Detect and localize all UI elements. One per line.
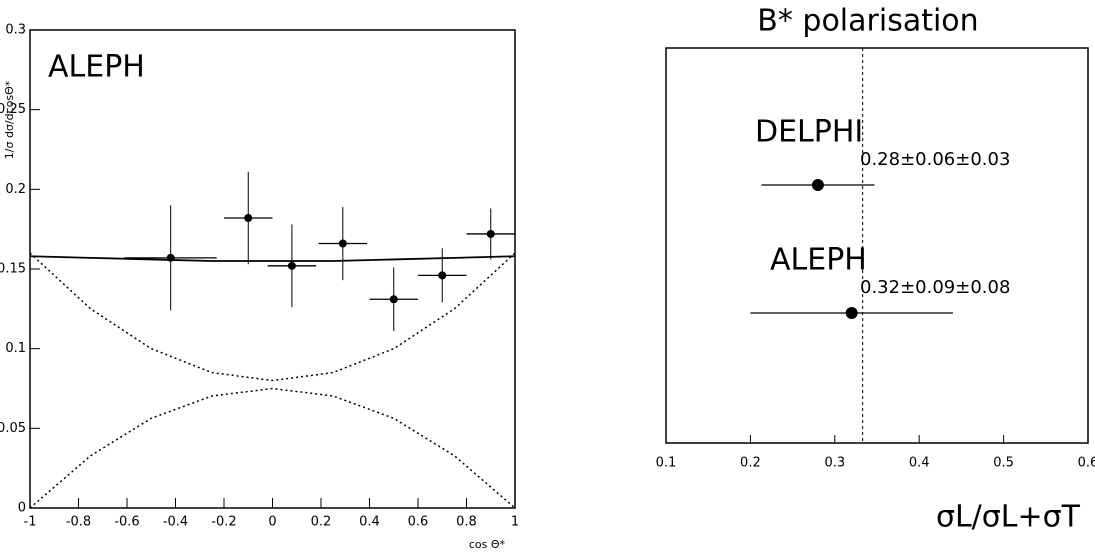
x-tick-label: 0.6 <box>1078 456 1095 471</box>
data-point <box>811 179 824 191</box>
x-tick-label: 0.4 <box>359 515 380 530</box>
model-curve <box>29 255 516 262</box>
data-point <box>287 261 296 270</box>
x-tick-label: 0.3 <box>824 456 845 471</box>
x-tick-label: -0.4 <box>163 515 188 530</box>
x-tick-label: 0.5 <box>993 456 1014 471</box>
x-tick-label: 1 <box>511 515 519 530</box>
x-tick-label: 0.1 <box>656 456 677 471</box>
data-point <box>438 271 447 280</box>
experiment-label: ALEPH <box>48 50 145 85</box>
model-curve <box>29 252 516 382</box>
x-tick-label: -0.2 <box>211 515 236 530</box>
x-axis-label: cos Θ* <box>469 538 506 551</box>
y-tick-label: 0.05 <box>0 421 26 436</box>
experiment-label: DELPHI <box>755 115 863 150</box>
x-tick-label: -0.8 <box>66 515 91 530</box>
model-curve <box>29 387 516 509</box>
x-tick-label: -1 <box>24 515 37 530</box>
x-tick-label: 0.2 <box>311 515 332 530</box>
x-tick-label: 0 <box>268 515 276 530</box>
y-tick-label: 0.3 <box>5 23 26 38</box>
experiment-label: ALEPH <box>770 243 867 278</box>
data-point <box>166 253 175 262</box>
y-tick-label: 0.2 <box>5 182 26 197</box>
x-tick-label: 0.8 <box>456 515 477 530</box>
data-point <box>486 229 495 238</box>
y-tick-label: 0.25 <box>0 102 26 117</box>
chart-title: B* polarisation <box>757 4 978 39</box>
plot-frame <box>665 47 1089 444</box>
y-tick-label: 0.1 <box>5 341 26 356</box>
x-tick-label: -0.6 <box>114 515 139 530</box>
y-tick-label: 0 <box>18 501 26 516</box>
data-point <box>845 307 858 319</box>
data-point <box>338 239 347 248</box>
data-point <box>244 214 253 223</box>
data-point <box>389 295 398 304</box>
x-axis-label: σL/σL+σT <box>936 500 1081 535</box>
value-label: 0.32±0.09±0.08 <box>860 277 1010 298</box>
x-tick-label: 0.4 <box>909 456 930 471</box>
value-label: 0.28±0.06±0.03 <box>860 149 1010 170</box>
x-tick-label: 0.2 <box>740 456 761 471</box>
y-axis-label: 1/σ dσ/dcosΘ* <box>3 80 16 159</box>
y-tick-label: 0.15 <box>0 262 26 277</box>
x-tick-label: 0.6 <box>408 515 429 530</box>
